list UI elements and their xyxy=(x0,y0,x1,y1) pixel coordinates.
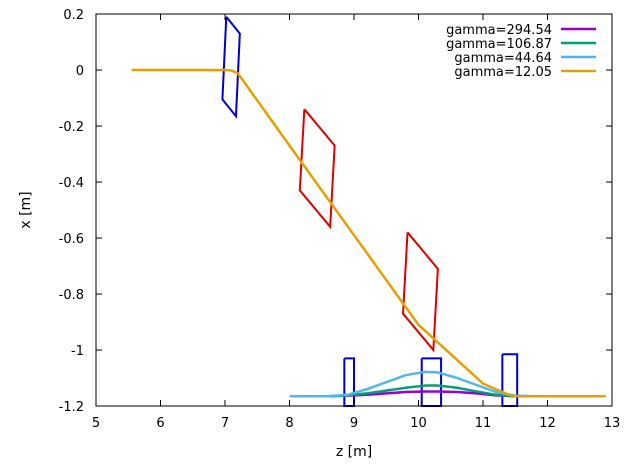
series-line xyxy=(131,68,606,398)
magnet-outline xyxy=(501,353,519,407)
y-tick-label: -1 xyxy=(71,344,84,359)
x-tick-label: 11 xyxy=(475,416,492,431)
y-tick-label: -0.8 xyxy=(59,288,84,303)
y-axis-label: x [m] xyxy=(18,191,34,228)
legend: gamma=294.54gamma=106.87gamma=44.64gamma… xyxy=(446,23,596,80)
y-tick-label: -0.2 xyxy=(59,120,84,135)
x-tick-label: 6 xyxy=(156,416,164,431)
x-tick-label: 9 xyxy=(350,416,358,431)
x-tick-label: 12 xyxy=(539,416,556,431)
x-tick-label: 7 xyxy=(221,416,229,431)
x-tick-label: 8 xyxy=(285,416,293,431)
x-axis-label: z [m] xyxy=(336,444,372,460)
legend-label: gamma=44.64 xyxy=(454,51,552,66)
magnet-outline xyxy=(420,357,443,407)
magnet-outline xyxy=(343,357,355,407)
x-tick-label: 10 xyxy=(410,416,427,431)
legend-label: gamma=106.87 xyxy=(446,37,552,52)
y-tick-label: 0 xyxy=(76,64,84,79)
y-tick-label: -0.4 xyxy=(59,176,84,191)
x-axis-ticks: 5 6 7 8 9 10 11 12 13 xyxy=(92,14,620,431)
legend-label: gamma=294.54 xyxy=(446,23,552,38)
series-lines xyxy=(131,68,606,398)
x-tick-label: 13 xyxy=(604,416,621,431)
y-tick-label: 0.2 xyxy=(63,8,84,23)
magnet-outline xyxy=(401,231,439,353)
y-axis-ticks: 0.2 0 -0.2 -0.4 -0.6 -0.8 -1 -1.2 xyxy=(59,8,612,415)
y-tick-label: -1.2 xyxy=(59,400,84,415)
y-tick-label: -0.6 xyxy=(59,232,84,247)
legend-label: gamma=12.05 xyxy=(454,65,552,80)
x-tick-label: 5 xyxy=(92,416,100,431)
magnet-outline xyxy=(221,16,241,119)
